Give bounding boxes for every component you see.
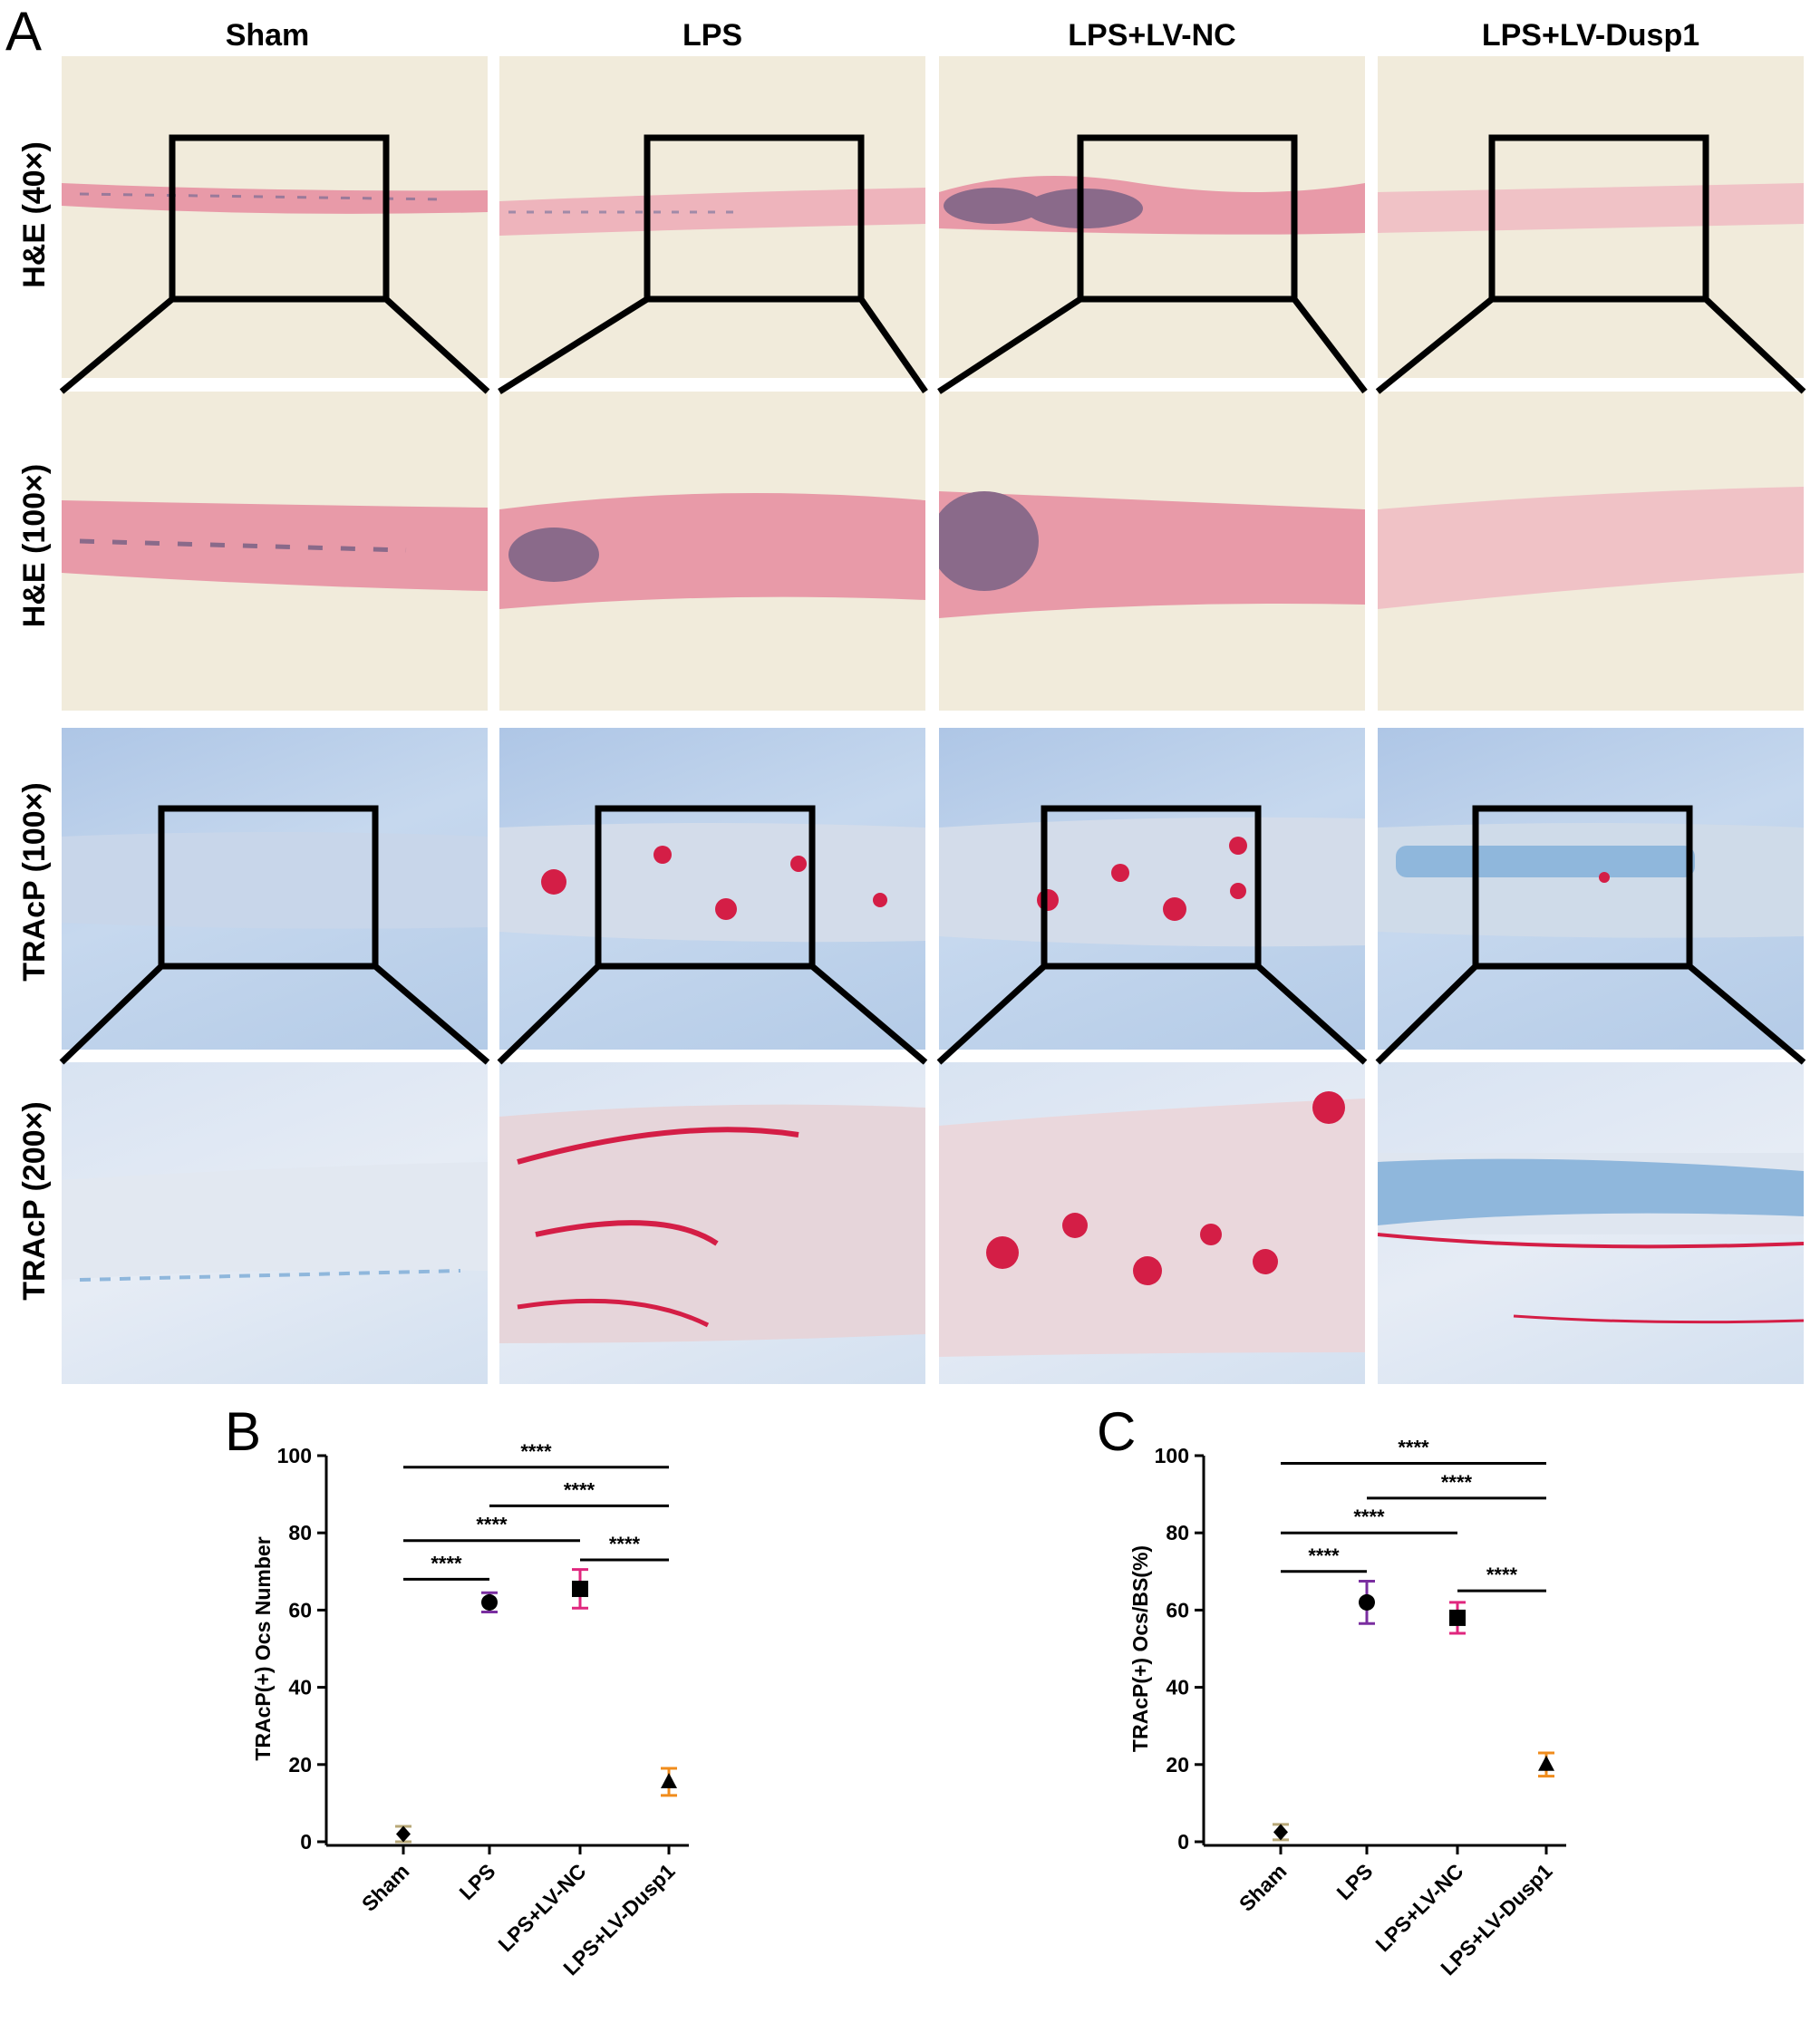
zoom-box-trap100-sham <box>158 805 379 970</box>
significance-label: **** <box>564 1478 595 1501</box>
y-tick-label: 0 <box>300 1830 312 1854</box>
micrograph-he100-lps <box>499 392 925 711</box>
panel-label-a: A <box>5 1 43 62</box>
y-tick-label: 40 <box>1166 1676 1189 1699</box>
zoom-box-trap100-lv-dusp1 <box>1472 805 1693 970</box>
y-tick-label: 80 <box>288 1521 312 1544</box>
zoom-connector <box>383 296 490 394</box>
zoom-connector <box>498 296 649 394</box>
micrograph-trap200-lv-nc <box>939 1062 1365 1384</box>
micrograph-trap200-lps <box>499 1062 925 1384</box>
data-point <box>572 1580 588 1597</box>
zoom-box-trap100-lps <box>595 805 816 970</box>
zoom-connector <box>59 296 175 394</box>
micrograph-he100-sham <box>62 392 488 711</box>
zoom-connector <box>373 963 490 1065</box>
y-tick-label: 100 <box>277 1444 312 1467</box>
x-tick-label: LPS+LV-NC <box>1370 1859 1467 1956</box>
significance-label: **** <box>609 1533 641 1555</box>
x-tick-label: Sham <box>357 1859 414 1916</box>
data-point <box>661 1772 677 1788</box>
zoom-box-he40-sham <box>169 134 390 303</box>
y-axis-label: TRAcP(+) Ocs Number <box>251 1536 275 1760</box>
x-tick-label: LPS <box>1332 1859 1378 1904</box>
data-point <box>396 1825 411 1843</box>
micrograph-trap200-sham <box>62 1062 488 1384</box>
zoom-box-he40-lv-nc <box>1077 134 1298 303</box>
zoom-connector <box>1375 963 1478 1065</box>
micrograph-he100-lv-dusp1 <box>1378 392 1804 711</box>
column-header-lv-dusp1: LPS+LV-Dusp1 <box>1481 18 1700 53</box>
micrograph-trap200-lv-dusp1 <box>1378 1062 1804 1384</box>
significance-label: **** <box>520 1440 552 1463</box>
significance-label: **** <box>1441 1471 1473 1494</box>
chart-panel-b: 0 20 40 60 80 100 TRAcP(+) Ocs Number Sham LPSLP… <box>251 1440 689 1980</box>
significance-label: **** <box>476 1514 508 1536</box>
zoom-connector <box>497 963 601 1065</box>
y-tick-label: 20 <box>288 1753 312 1776</box>
zoom-box-he40-lps <box>644 134 865 303</box>
significance-label: **** <box>431 1552 462 1574</box>
data-point <box>1359 1593 1375 1611</box>
column-header-lps: LPS <box>682 18 743 53</box>
zoom-connector <box>1687 963 1806 1065</box>
micrograph-he100-lv-nc <box>939 392 1365 711</box>
y-tick-label: 80 <box>1166 1521 1189 1544</box>
y-axis-label: TRAcP(+) Ocs/BS(%) <box>1128 1545 1152 1752</box>
significance-label: **** <box>1398 1437 1429 1459</box>
chart-panel-c: 0 20 40 60 80 100 TRAcP(+) Ocs/BS(%) Sham LPSLPS… <box>1128 1437 1566 1980</box>
panel-label-b: B <box>225 1401 262 1462</box>
zoom-connector <box>1255 963 1368 1065</box>
zoom-connector <box>936 963 1047 1065</box>
y-tick-label: 60 <box>1166 1598 1189 1622</box>
zoom-connector <box>59 963 164 1065</box>
significance-label: **** <box>1353 1505 1385 1528</box>
data-point <box>1449 1609 1466 1626</box>
data-point <box>1538 1755 1554 1771</box>
x-tick-label: LPS+LV-NC <box>493 1859 590 1956</box>
zoom-connector <box>1292 296 1368 394</box>
zoom-connector <box>858 297 928 393</box>
y-tick-label: 60 <box>288 1598 312 1622</box>
micrograph-he40-lv-nc <box>939 56 1365 378</box>
data-point <box>481 1593 498 1611</box>
significance-label: **** <box>1486 1563 1518 1586</box>
x-tick-label: Sham <box>1234 1859 1292 1916</box>
column-header-lv-nc: LPS+LV-NC <box>1068 18 1236 53</box>
y-tick-label: 20 <box>1166 1753 1189 1776</box>
y-tick-label: 100 <box>1155 1444 1189 1467</box>
zoom-connector <box>937 296 1082 394</box>
y-tick-label: 0 <box>1177 1830 1189 1854</box>
micrograph-he40-lps <box>499 56 925 378</box>
zoom-connector <box>1703 296 1806 394</box>
y-tick-label: 40 <box>288 1676 312 1699</box>
panel-label-c: C <box>1097 1401 1137 1462</box>
zoom-box-he40-lv-dusp1 <box>1488 134 1709 303</box>
zoom-connector <box>1375 296 1495 394</box>
x-tick-label: LPS <box>455 1859 500 1904</box>
significance-label: **** <box>1308 1544 1340 1567</box>
data-point <box>1273 1824 1288 1841</box>
zoom-box-trap100-lv-nc <box>1041 805 1262 970</box>
zoom-connector <box>809 963 928 1065</box>
column-header-sham: Sham <box>225 18 310 53</box>
